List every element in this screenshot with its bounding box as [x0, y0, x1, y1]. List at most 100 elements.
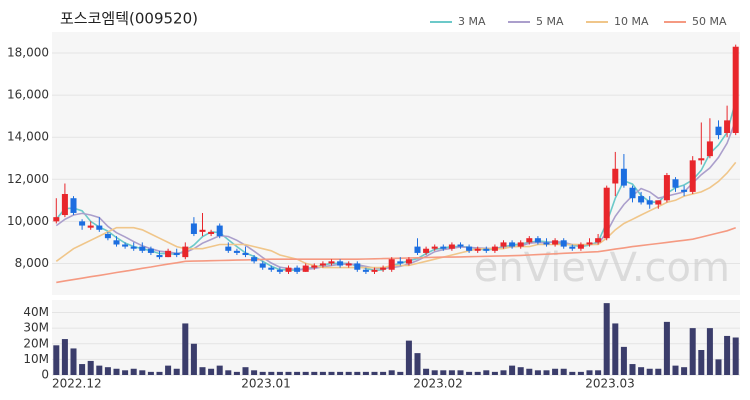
- watermark: enVievV.com: [474, 245, 730, 291]
- volume-bar: [199, 367, 206, 375]
- volume-tick-label: 0: [41, 368, 49, 382]
- candle-body: [388, 259, 395, 270]
- volume-bar: [319, 371, 326, 375]
- volume-bar: [698, 350, 705, 375]
- volume-bar: [560, 368, 567, 375]
- candle-body: [147, 248, 154, 253]
- volume-bar: [595, 370, 602, 375]
- candle-body: [311, 265, 318, 268]
- ma-line: [56, 226, 736, 284]
- legend-label: 3 MA: [458, 15, 486, 28]
- candle-body: [724, 120, 731, 133]
- candle-body: [577, 244, 584, 249]
- volume-bar: [706, 328, 713, 375]
- volume-bar: [405, 340, 412, 375]
- candle-body: [732, 46, 739, 133]
- y-tick-label: 12,000: [7, 172, 49, 186]
- volume-bar: [328, 371, 335, 375]
- y-tick-label: 8,000: [15, 256, 49, 270]
- candle-body: [509, 242, 516, 247]
- candle-body: [560, 240, 567, 247]
- volume-bar: [251, 370, 258, 375]
- volume-bar: [354, 371, 361, 375]
- volume-bar: [61, 339, 68, 375]
- candle-body: [681, 189, 688, 192]
- candle-body: [629, 187, 636, 199]
- candle-body: [552, 240, 559, 245]
- candle-body: [182, 246, 189, 258]
- candle-body: [104, 233, 111, 239]
- volume-bar: [96, 365, 103, 375]
- candle-body: [595, 238, 602, 243]
- volume-bar: [371, 371, 378, 375]
- candle-body: [466, 246, 473, 251]
- candle-body: [156, 255, 163, 258]
- volume-bar: [431, 370, 438, 375]
- volume-bar: [337, 371, 344, 375]
- volume-bar: [440, 370, 447, 375]
- candle-body: [173, 252, 180, 256]
- volume-bar: [173, 368, 180, 375]
- candle-body: [70, 198, 77, 213]
- candle-body: [345, 263, 352, 266]
- candle-body: [251, 257, 258, 262]
- volume-bar: [225, 370, 232, 375]
- volume-bar: [362, 371, 369, 375]
- volume-tick-label: 40M: [23, 305, 49, 319]
- candle-body: [491, 246, 498, 251]
- candle-body: [276, 269, 283, 272]
- candle-body: [603, 187, 610, 239]
- volume-bar: [526, 368, 533, 375]
- legend-label: 50 MA: [692, 15, 727, 28]
- volume-bar: [724, 335, 731, 375]
- candle-body: [362, 269, 369, 272]
- volume-panel: [52, 300, 740, 375]
- candle-body: [113, 240, 120, 245]
- volume-bar: [165, 365, 172, 375]
- candle-body: [431, 246, 438, 249]
- x-tick-label: 2023.02: [413, 377, 463, 391]
- candle-body: [414, 246, 421, 253]
- legend-label: 5 MA: [536, 15, 564, 28]
- candle-body: [61, 194, 68, 216]
- volume-bar: [147, 371, 154, 375]
- candle-body: [371, 269, 378, 272]
- candle-body: [87, 225, 94, 228]
- volume-bar: [113, 368, 120, 375]
- candle-body: [53, 217, 60, 222]
- x-tick-label: 2022.12: [52, 377, 102, 391]
- candle-body: [122, 244, 129, 247]
- candle-body: [655, 200, 662, 205]
- volume-bar: [53, 345, 60, 375]
- volume-bar: [577, 371, 584, 375]
- volume-bar: [732, 337, 739, 375]
- volume-tick-label: 10M: [23, 352, 49, 366]
- candle-body: [569, 246, 576, 249]
- volume-bar: [491, 371, 498, 375]
- volume-bar: [457, 370, 464, 375]
- volume-bar: [552, 368, 559, 375]
- candle-body: [337, 261, 344, 266]
- candle-body: [715, 126, 722, 136]
- volume-bar: [483, 370, 490, 375]
- volume-bar: [612, 323, 619, 375]
- candle-body: [517, 242, 524, 247]
- volume-bar: [500, 370, 507, 375]
- volume-bar: [190, 343, 197, 375]
- volume-bar: [276, 371, 283, 375]
- volume-bar: [259, 371, 266, 375]
- volume-bar: [87, 360, 94, 375]
- candle-body: [483, 248, 490, 251]
- volume-bar: [233, 371, 240, 375]
- volume-bar: [672, 365, 679, 375]
- candle-body: [165, 250, 172, 258]
- volume-bar: [70, 348, 77, 375]
- candle-body: [474, 248, 481, 251]
- candle-body: [646, 200, 653, 205]
- volume-bar: [586, 370, 593, 375]
- volume-bar: [156, 371, 163, 375]
- candle-body: [242, 252, 249, 256]
- candle-body: [689, 160, 696, 192]
- candle-body: [620, 168, 627, 186]
